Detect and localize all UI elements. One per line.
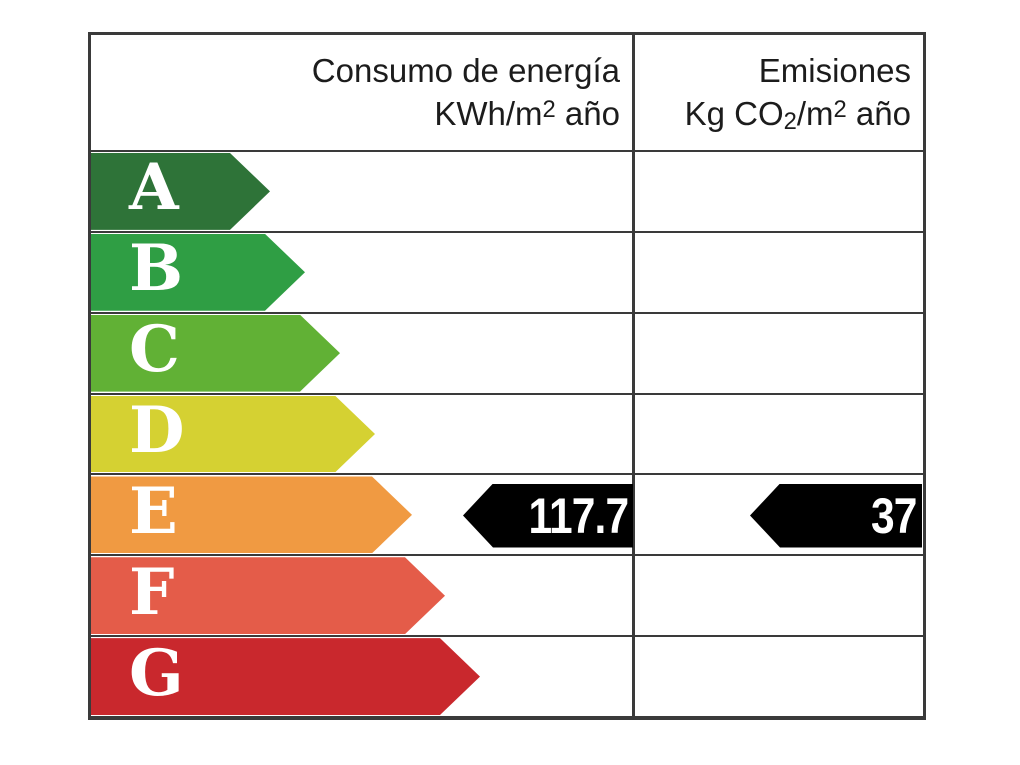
rating-letter-e: E: [129, 473, 178, 549]
column-divider: [632, 152, 635, 231]
rating-arrow-f: F: [91, 557, 445, 634]
consumption-title: Consumo de energía: [311, 51, 620, 89]
emissions-title: Emisiones: [758, 51, 911, 89]
column-divider: [632, 556, 635, 636]
consumption-column-header: Consumo de energía KWh/m2 año: [91, 35, 635, 150]
table-header: Consumo de energía KWh/m2 año Emisiones …: [91, 35, 923, 152]
rating-arrow-b: B: [91, 234, 305, 311]
rating-arrow-c: C: [91, 315, 340, 392]
rating-arrow-e: E: [91, 476, 412, 553]
subscript-2: 2: [783, 107, 797, 135]
rating-arrow-d: D: [91, 396, 375, 473]
rating-letter-g: G: [129, 635, 184, 711]
emissions-unit: Kg CO2/m2 año: [684, 94, 911, 135]
rating-row-b: B: [91, 232, 923, 314]
column-divider: [632, 313, 635, 393]
rating-scale-body: A B C D: [91, 152, 923, 719]
superscript-2: 2: [833, 95, 847, 123]
rating-letter-b: B: [129, 231, 184, 307]
consumption-unit: KWh/m2 año: [434, 94, 620, 132]
column-divider: [632, 475, 635, 555]
emissions-column-header: Emisiones Kg CO2/m2 año: [635, 35, 923, 150]
emissions-value: 37: [871, 487, 917, 544]
rating-letter-a: A: [129, 150, 179, 226]
consumption-value-arrow: 117.7: [463, 483, 633, 548]
rating-row-d: D: [91, 394, 923, 476]
energy-rating-table: Consumo de energía KWh/m2 año Emisiones …: [88, 32, 926, 720]
rating-row-e: E: [91, 475, 923, 557]
column-divider: [632, 232, 635, 312]
emissions-value-arrow: 37: [750, 483, 922, 548]
rating-row-a: A: [91, 152, 923, 233]
rating-letter-d: D: [129, 393, 185, 468]
rating-row-f: F: [91, 556, 923, 638]
rating-arrow-g: G: [91, 638, 480, 715]
rating-arrow-a: A: [91, 153, 270, 230]
rating-letter-c: C: [129, 312, 180, 388]
superscript-2: 2: [542, 95, 556, 123]
column-divider: [632, 637, 635, 717]
consumption-value: 117.7: [528, 487, 629, 544]
column-divider: [632, 394, 635, 474]
rating-letter-f: F: [129, 554, 175, 630]
rating-row-c: C: [91, 313, 923, 395]
rating-row-g: G: [91, 637, 923, 719]
